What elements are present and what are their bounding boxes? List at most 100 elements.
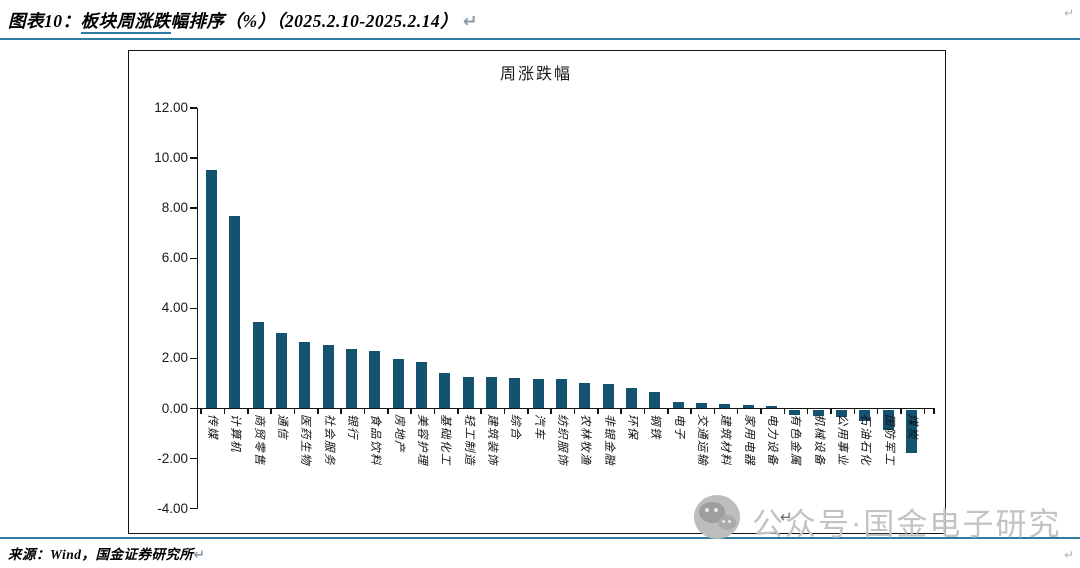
- category-label: 计算机: [229, 413, 242, 453]
- bar: [509, 378, 521, 409]
- x-tick-mark: [643, 409, 646, 414]
- category-label: 环保: [626, 413, 639, 440]
- x-tick-mark: [783, 409, 786, 414]
- category-label: 传媒: [206, 413, 219, 440]
- category-label: 煤炭: [906, 413, 919, 440]
- x-tick-mark: [200, 409, 202, 414]
- category-label: 石油石化: [859, 413, 872, 466]
- figure-label: 图表10：: [8, 11, 81, 31]
- bar: [532, 379, 544, 409]
- bar: [649, 392, 661, 409]
- category-label: 纺织服饰: [556, 413, 569, 466]
- x-tick-mark: [223, 409, 226, 414]
- bar: [626, 388, 638, 409]
- y-tick-label: 12.00: [154, 100, 188, 116]
- bar: [672, 401, 684, 409]
- x-tick-mark: [340, 409, 342, 414]
- x-tick-mark: [667, 409, 669, 414]
- y-tick-mark: [190, 357, 197, 360]
- y-tick-label: 4.00: [161, 300, 188, 316]
- bar: [322, 345, 334, 409]
- x-tick-mark: [387, 409, 389, 414]
- bar: [486, 377, 498, 409]
- x-tick-mark: [690, 409, 692, 414]
- category-label: 农林牧渔: [579, 413, 592, 466]
- category-label: 电子: [672, 413, 685, 440]
- y-tick-label: 0.00: [161, 400, 188, 416]
- y-tick-mark: [190, 157, 197, 159]
- bar: [696, 402, 708, 409]
- category-label: 建筑材料: [719, 413, 732, 466]
- x-tick-mark: [736, 409, 739, 414]
- category-label: 社会服务: [322, 413, 335, 466]
- bar: [392, 358, 404, 409]
- category-label: 基础化工: [439, 413, 452, 466]
- bar: [742, 404, 754, 409]
- x-tick-mark: [270, 409, 272, 414]
- bar: [252, 321, 264, 409]
- category-label: 非银金融: [602, 413, 615, 466]
- bar: [346, 349, 358, 409]
- category-label: 商贸零售: [252, 413, 265, 466]
- x-tick-mark: [760, 409, 762, 414]
- y-tick-mark: [190, 307, 197, 310]
- y-tick-label: -4.00: [157, 500, 188, 516]
- category-label: 通信: [276, 413, 289, 440]
- x-tick-mark: [503, 409, 506, 414]
- bar: [602, 384, 614, 409]
- x-tick-mark: [457, 409, 459, 414]
- x-tick-mark: [806, 409, 809, 414]
- y-tick-mark: [190, 407, 197, 410]
- category-label: 有色金属: [789, 413, 802, 466]
- separator-line-top: [0, 38, 1080, 40]
- x-tick-mark: [293, 409, 296, 414]
- category-label: 国防军工: [882, 413, 895, 466]
- bar: [206, 170, 218, 409]
- y-tick-mark: [190, 257, 197, 259]
- category-label: 交通运输: [696, 413, 709, 466]
- category-label: 综合: [509, 413, 522, 440]
- y-tick-label: 8.00: [161, 200, 188, 216]
- y-tick-label: 10.00: [154, 150, 188, 166]
- x-tick-mark: [620, 409, 622, 414]
- category-label: 银行: [346, 413, 359, 440]
- x-tick-mark: [550, 409, 552, 414]
- bar: [882, 409, 894, 430]
- paragraph-mark: ↵: [1063, 548, 1074, 562]
- category-label: 公用事业: [836, 413, 849, 466]
- category-label: 建筑装饰: [486, 413, 499, 466]
- bar: [859, 409, 871, 421]
- figure-title-rest: 幅排序（%）（2025.2.10-2025.2.14）: [170, 11, 459, 31]
- paragraph-mark: ↵: [780, 508, 793, 526]
- chart-title: 周涨跌幅: [499, 66, 572, 83]
- bar: [766, 406, 778, 409]
- x-tick-mark: [527, 409, 529, 414]
- x-tick-mark: [317, 409, 319, 414]
- x-tick-mark: [597, 409, 599, 414]
- bar: [836, 409, 848, 417]
- x-tick-mark: [363, 409, 366, 414]
- bar: [579, 383, 591, 409]
- x-tick-mark: [713, 409, 716, 414]
- x-tick-mark: [247, 409, 249, 414]
- source-text: 来源：Wind，国金证券研究所↵: [8, 547, 206, 563]
- category-label: 汽车: [532, 413, 545, 440]
- category-label: 医药生物: [299, 413, 312, 466]
- y-tick-label: -2.00: [157, 450, 188, 466]
- category-label: 家用电器: [742, 413, 755, 466]
- y-tick-mark: [190, 107, 197, 109]
- x-tick-mark: [876, 409, 879, 414]
- chart-frame: [128, 50, 946, 534]
- bar: [439, 372, 451, 409]
- wechat-logo-icon: [694, 495, 740, 539]
- figure-title: 图表10：板块周涨跌幅排序（%）（2025.2.10-2025.2.14） ↵: [8, 8, 478, 34]
- category-label: 电力设备: [766, 413, 779, 466]
- category-label: 食品饮料: [369, 413, 382, 466]
- category-label: 房地产: [392, 413, 405, 453]
- x-tick-mark: [433, 409, 436, 414]
- bar: [789, 409, 801, 415]
- bar: [369, 351, 381, 409]
- x-tick-mark: [853, 409, 856, 414]
- bar: [462, 376, 474, 409]
